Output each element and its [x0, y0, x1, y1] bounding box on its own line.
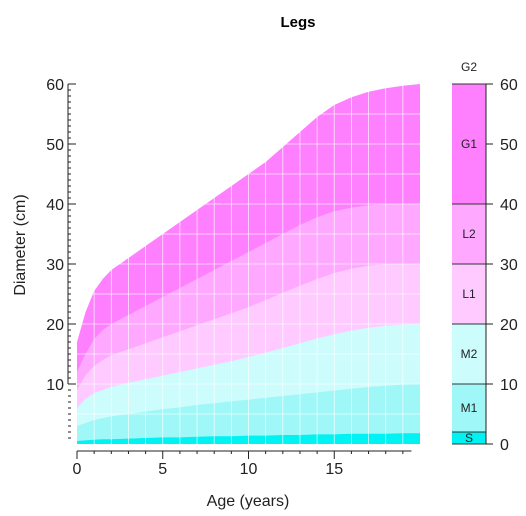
x-tick-label: 0	[73, 461, 82, 478]
y-axis-label: Diameter (cm)	[12, 194, 29, 295]
zone-axis-tick-label: 0	[500, 437, 509, 454]
x-axis-label: Age (years)	[207, 493, 290, 510]
y-tick-label: 20	[46, 317, 64, 334]
zone-band-m2	[452, 324, 486, 384]
zone-label-m1: M1	[461, 401, 478, 415]
zone-label-l2: L2	[462, 227, 476, 241]
y-tick-label: 10	[46, 377, 64, 394]
x-tick-label: 5	[158, 461, 167, 478]
y-axis: 10 20 30 40 50 60	[46, 77, 76, 439]
y-tick-label: 60	[46, 77, 64, 94]
zone-label-s: S	[465, 431, 473, 445]
x-tick-label: 10	[240, 461, 258, 478]
x-axis: 0 5 10 15	[73, 450, 412, 478]
y-tick-label: 50	[46, 137, 64, 154]
y-tick-label: 30	[46, 257, 64, 274]
grid-lines	[77, 84, 420, 444]
zone-band-l2	[452, 204, 486, 264]
chart-title: Legs	[280, 14, 315, 31]
zone-axis-tick-label: 30	[500, 257, 518, 274]
zone-label-l1: L1	[462, 287, 476, 301]
zone-axis-tick-label: 10	[500, 377, 518, 394]
x-tick-label: 15	[325, 461, 343, 478]
zone-band-l1	[452, 264, 486, 324]
zone-band-s	[452, 432, 486, 444]
zone-label-m2: M2	[461, 347, 478, 361]
zone-axis-tick-label: 20	[500, 317, 518, 334]
zone-axis-tick-label: 40	[500, 197, 518, 214]
zone-band-g1	[452, 84, 486, 204]
zone-label-g1: G1	[461, 137, 477, 151]
zone-band-m1	[452, 384, 486, 432]
zone-axis-tick-label: 60	[500, 77, 518, 94]
zone-legend: S M1 M2 L1 L2 G1 G2 0 10 20 30 40 50 60	[452, 60, 518, 454]
y-tick-label: 40	[46, 197, 64, 214]
zone-label-top: G2	[461, 60, 477, 74]
zone-axis-tick-label: 50	[500, 137, 518, 154]
